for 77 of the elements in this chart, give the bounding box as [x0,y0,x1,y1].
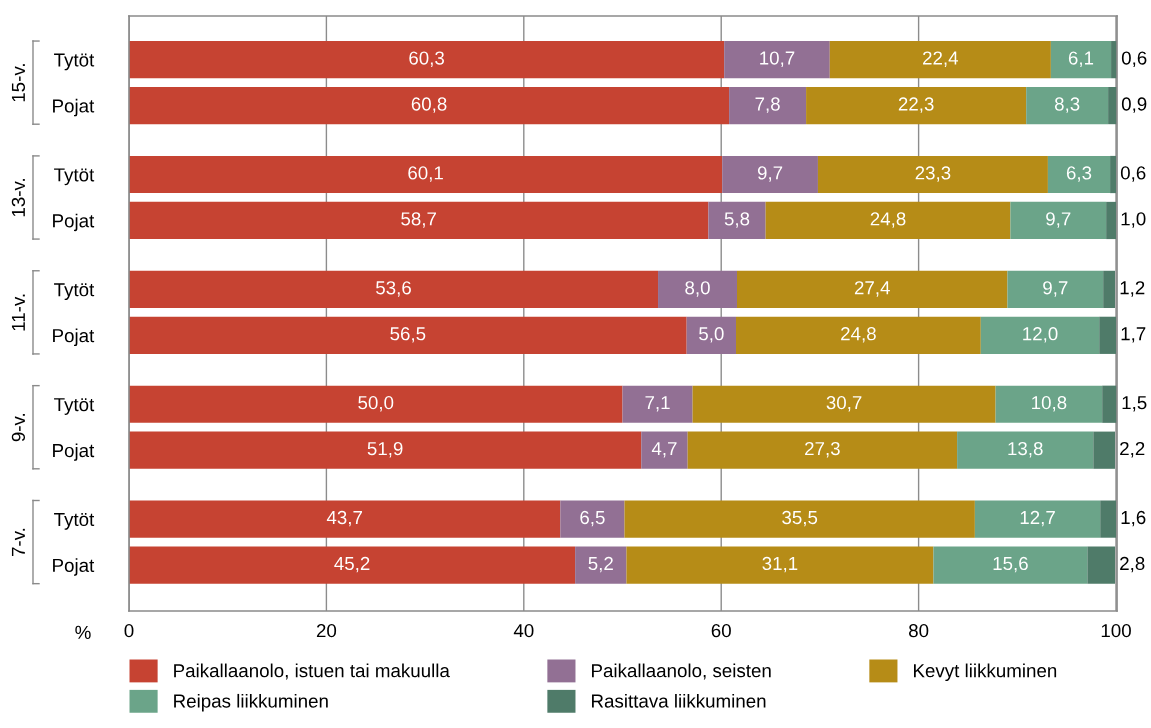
data-label: 9,7 [1046,212,1071,228]
data-label: 1,2 [1120,281,1145,297]
data-label: 60,8 [411,97,447,113]
data-label: 60,1 [408,166,443,182]
text: 15-v. [11,64,26,102]
data-label: 53,6 [376,281,411,297]
data-label: 2,2 [1120,441,1145,458]
data-label: 35,5 [782,510,818,527]
text: 11-v. [11,294,25,331]
data-label: 23,3 [915,166,951,182]
y-tick-label: Pojat [53,558,95,576]
legend-label: Kevyt liikkuminen [914,663,1057,682]
data-label: 45,2 [334,556,370,573]
x-tick-label: 20 [316,624,337,638]
y-tick-label: Tytöt [54,513,95,530]
data-label: 1,0 [1121,212,1146,228]
x-tick-label: 100 [1101,624,1131,638]
data-label: 5,8 [724,212,750,228]
data-label: 0,9 [1121,97,1147,113]
y-tick-label: Tytöt [54,398,95,415]
data-label: 6,3 [1066,166,1092,182]
data-label: 27,4 [854,281,890,297]
data-label: 1,7 [1121,327,1146,343]
data-label: 4,7 [651,442,677,458]
data-label: 9,7 [757,166,783,182]
y-tick-label: Pojat [53,98,95,117]
data-label: 13,8 [1008,441,1043,458]
y-tick-label: Pojat [53,328,95,347]
y-tick-label: Pojat [53,213,95,232]
data-label: 24,8 [841,327,876,343]
y-tick-label: Pojat [53,443,95,461]
text: 13-v. [11,179,26,217]
legend-label: Paikallaanolo, istuen tai makuulla [174,663,450,680]
data-label: 22,3 [898,97,934,113]
data-label: 7,1 [645,396,670,412]
data-label: 15,6 [993,556,1028,573]
data-label: 8,0 [685,281,710,297]
y-tick-label: Tytöt [54,283,95,301]
text: 7-v. [11,528,25,557]
data-label: 12,7 [1020,510,1055,527]
data-label: 5,0 [699,327,724,343]
x-tick-label: 0 [124,624,134,638]
data-label: 56,5 [390,327,426,343]
text: 9-v. [11,413,26,442]
data-label: 8,3 [1054,97,1080,113]
data-label: 12,0 [1023,327,1058,343]
data-label: 24,8 [870,212,906,228]
x-axis-title: % [75,625,91,639]
data-label: 50,0 [358,396,394,412]
data-label: 43,7 [326,510,362,527]
data-label: 0,6 [1121,51,1147,67]
data-label: 10,8 [1032,396,1067,412]
data-label: 27,3 [805,441,840,458]
data-label: 9,7 [1043,281,1068,297]
data-label: 30,7 [826,396,862,412]
data-label: 31,1 [762,556,798,573]
data-label: 2,8 [1120,556,1145,573]
data-label: 6,1 [1068,51,1094,67]
data-label: 51,9 [367,441,403,458]
data-label: 10,7 [760,51,795,67]
data-label: 22,4 [923,51,959,67]
data-label: 0,6 [1120,166,1146,182]
data-label: 5,2 [588,556,613,573]
legend-label: Paikallaanolo, seisten [592,663,771,680]
legend-label: Rasittava liikkuminen [592,693,766,708]
data-label: 6,5 [580,510,605,527]
data-label: 1,6 [1121,510,1146,527]
x-tick-label: 60 [711,624,731,638]
x-tick-label: 40 [513,624,534,638]
y-tick-label: Tytöt [54,53,95,71]
data-label: 60,3 [409,51,445,67]
data-label: 58,7 [401,212,436,228]
x-tick-label: 80 [909,624,929,638]
data-label: 1,5 [1122,396,1147,412]
legend-label: Reipas liikkuminen [174,693,328,712]
y-tick-label: Tytöt [54,168,95,186]
data-label: 7,8 [755,97,780,113]
